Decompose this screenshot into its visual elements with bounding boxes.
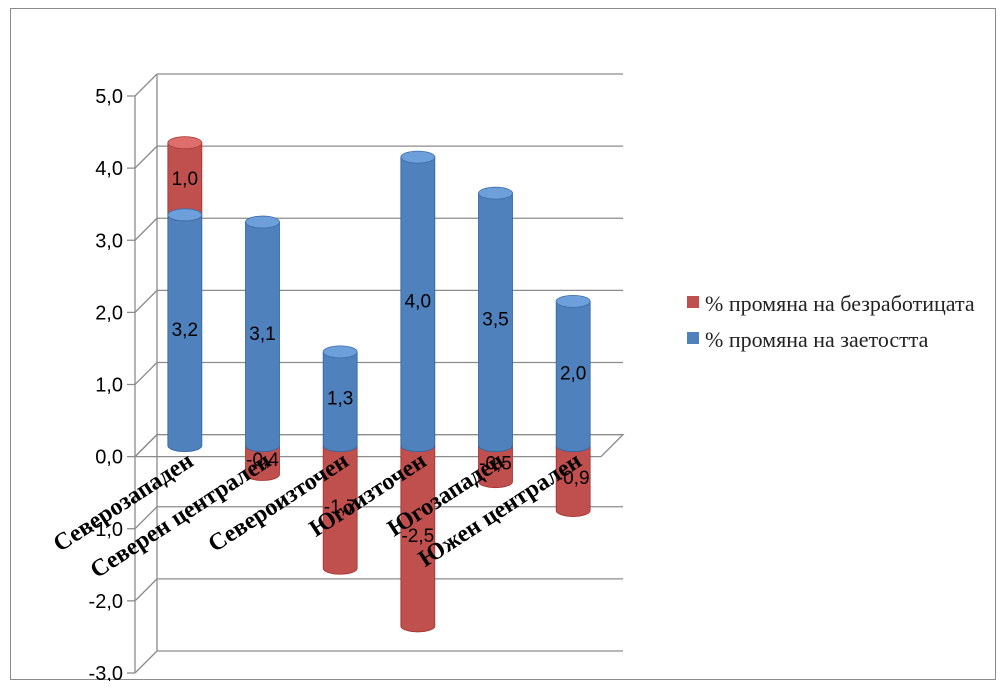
- bar-employment-cap: [245, 215, 280, 229]
- bar-employment-cap: [555, 294, 591, 308]
- legend-item-employment: % промяна на заетостта: [687, 325, 1006, 355]
- legend-label-employment: % промяна на заетостта: [705, 327, 929, 352]
- y-tick-label: 4,0: [95, 158, 123, 180]
- gridline-side: [134, 289, 158, 313]
- y-tick-label: 2,0: [95, 302, 123, 324]
- y-tick-label: -2,0: [89, 591, 123, 613]
- chart-frame: 5,0 4,0 3,0 2,0 1,0 0,0 -1,0 -2,0 -3,0 1,0 3,2 Севе…: [10, 8, 996, 681]
- gridline-side: [134, 145, 158, 169]
- legend-label-unemployment: % промяна на безработицата: [705, 291, 975, 316]
- y-tick-label: -3,0: [89, 663, 123, 681]
- bar-employment-cap: [167, 208, 203, 222]
- bar-employment: [245, 221, 280, 453]
- data-label-employment: 2,0: [560, 364, 586, 385]
- legend-item-unemployment: % промяна на безработицата: [687, 289, 1006, 319]
- data-label-employment: 3,1: [249, 324, 275, 345]
- bar-unemployment-cap: [167, 136, 203, 150]
- gridline-side: [134, 362, 158, 385]
- y-tick-label: -1,0: [89, 519, 123, 541]
- bar-unemployment: [555, 445, 591, 517]
- data-label-unemployment: -2,5: [401, 526, 434, 547]
- bar-unemployment: [245, 445, 280, 481]
- data-label-employment: 4,0: [405, 291, 431, 312]
- bar-employment: [322, 351, 358, 453]
- gridline-side: [134, 73, 158, 97]
- bar-employment: [167, 214, 203, 453]
- data-label-employment: 1,3: [327, 389, 353, 410]
- data-label-unemployment: -1,7: [324, 497, 357, 518]
- gridline-side: [134, 650, 158, 674]
- data-label-employment: 3,2: [172, 320, 198, 341]
- legend-swatch-employment: [687, 332, 699, 344]
- chart-legend: % промяна на безработицата % промяна на …: [687, 289, 1006, 361]
- y-tick-label: 0,0: [95, 447, 123, 469]
- bar-unemployment: [478, 445, 513, 489]
- y-tick-label: 5,0: [95, 86, 123, 108]
- y-tick-label: 3,0: [95, 230, 123, 252]
- y-tick-label: 1,0: [95, 375, 123, 397]
- bar-employment: [478, 192, 513, 453]
- bar-employment: [400, 156, 436, 453]
- data-label-unemployment: -0,9: [557, 468, 590, 489]
- bar-employment-cap: [478, 186, 513, 200]
- gridline-side: [134, 217, 158, 241]
- bar-unemployment: [322, 445, 358, 575]
- legend-swatch-unemployment: [687, 296, 699, 308]
- bar-employment-cap: [322, 345, 358, 359]
- bar-employment-cap: [400, 150, 436, 164]
- gridline-side: [134, 506, 158, 530]
- floor-plane: [133, 433, 625, 458]
- bar-unemployment: [400, 445, 436, 633]
- data-label-unemployment: 1,0: [172, 169, 198, 190]
- data-label-unemployment: -0,5: [479, 454, 512, 475]
- chart-plot: 5,04,03,02,01,00,0-1,0-2,0-3,01,03,2Севе…: [49, 73, 625, 681]
- data-label-unemployment: -0,4: [246, 450, 279, 471]
- gridline-side: [134, 578, 158, 602]
- bar-employment: [555, 300, 591, 453]
- data-label-employment: 3,5: [482, 309, 508, 330]
